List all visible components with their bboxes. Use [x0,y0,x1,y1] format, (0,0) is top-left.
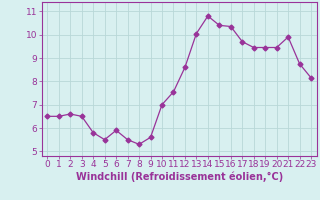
X-axis label: Windchill (Refroidissement éolien,°C): Windchill (Refroidissement éolien,°C) [76,172,283,182]
